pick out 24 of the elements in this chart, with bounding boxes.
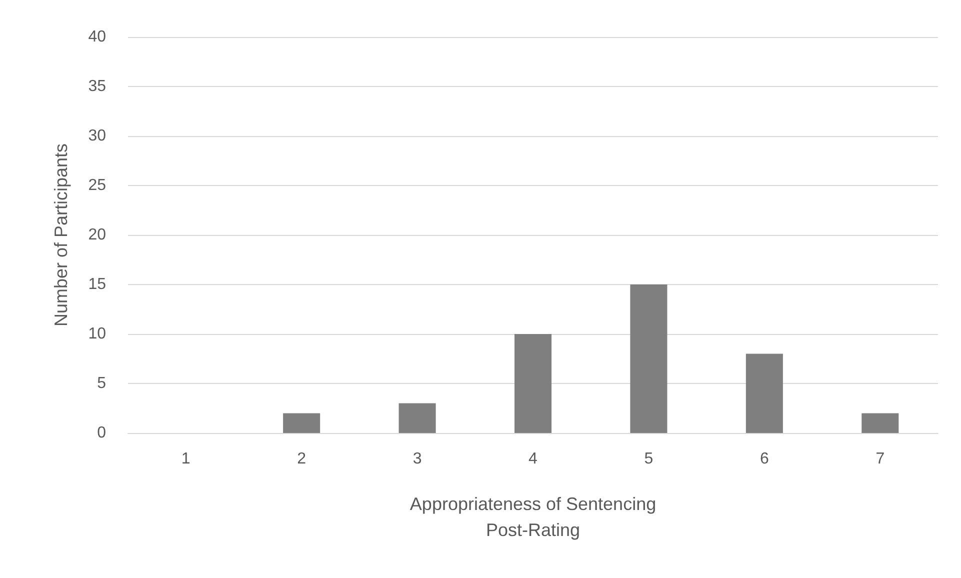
y-tick-label: 5 — [97, 375, 106, 392]
y-tick-label: 20 — [88, 226, 106, 244]
x-tick-label: 2 — [297, 450, 306, 468]
bar — [630, 284, 668, 433]
y-tick-label: 40 — [88, 28, 106, 46]
bar — [283, 413, 320, 433]
y-tick-label: 35 — [88, 78, 106, 95]
x-tick-label: 7 — [876, 450, 885, 468]
x-axis-title: Appropriateness of Sentencing Post-Rating — [410, 494, 656, 540]
x-tick-label: 4 — [528, 450, 538, 468]
y-tick-label: 25 — [88, 177, 106, 194]
bar — [862, 413, 899, 433]
bar — [746, 354, 783, 433]
x-tick-label: 1 — [181, 450, 190, 468]
x-tick-label: 3 — [412, 450, 422, 468]
bar — [398, 403, 436, 433]
y-tick-label: 30 — [88, 128, 106, 144]
y-tick-label: 0 — [97, 424, 106, 442]
bar — [514, 334, 552, 433]
y-tick-label: 10 — [88, 326, 106, 342]
y-axis-title: Number of Participants — [51, 143, 71, 327]
x-tick-label: 5 — [644, 450, 654, 468]
x-tick-label: 6 — [760, 450, 769, 468]
y-tick-label: 15 — [88, 276, 106, 293]
